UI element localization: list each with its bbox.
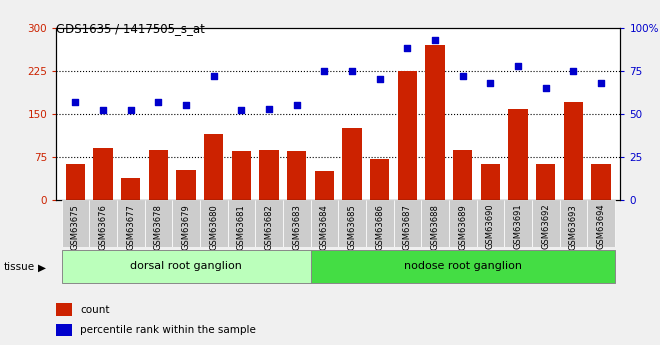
Bar <box>117 200 145 247</box>
Bar <box>56 324 72 336</box>
Text: GSM63676: GSM63676 <box>98 204 108 250</box>
Text: GSM63685: GSM63685 <box>348 204 356 249</box>
Text: GDS1635 / 1417505_s_at: GDS1635 / 1417505_s_at <box>56 22 205 36</box>
Bar <box>426 45 445 200</box>
Bar <box>398 71 417 200</box>
Point <box>541 85 551 91</box>
Point <box>181 102 191 108</box>
Bar <box>255 200 283 247</box>
Bar <box>587 200 615 247</box>
Point <box>292 102 302 108</box>
Bar <box>283 200 311 247</box>
Point <box>596 80 607 86</box>
Text: GSM63690: GSM63690 <box>486 204 495 249</box>
Bar <box>311 250 615 283</box>
Text: nodose root ganglion: nodose root ganglion <box>404 261 521 271</box>
Bar <box>311 200 339 247</box>
Bar <box>200 200 228 247</box>
Text: GSM63679: GSM63679 <box>182 204 191 249</box>
Text: tissue: tissue <box>3 263 34 272</box>
Text: GSM63677: GSM63677 <box>126 204 135 250</box>
Text: dorsal root ganglion: dorsal root ganglion <box>130 261 242 271</box>
Point <box>236 108 247 113</box>
Bar <box>343 128 362 200</box>
Bar <box>61 250 311 283</box>
Bar <box>145 200 172 247</box>
Text: GSM63675: GSM63675 <box>71 204 80 249</box>
Text: ▶: ▶ <box>38 263 46 272</box>
Bar <box>508 109 528 200</box>
Point <box>513 63 523 68</box>
Point <box>374 77 385 82</box>
Bar <box>477 200 504 247</box>
Bar <box>228 200 255 247</box>
Bar <box>338 200 366 247</box>
Point <box>209 73 219 79</box>
Bar <box>287 151 306 200</box>
Bar <box>536 165 556 200</box>
Text: GSM63691: GSM63691 <box>513 204 523 249</box>
Text: GSM63680: GSM63680 <box>209 204 218 249</box>
Point <box>98 108 108 113</box>
Bar <box>315 171 334 200</box>
Text: GSM63682: GSM63682 <box>265 204 274 249</box>
Bar <box>66 165 85 200</box>
Text: GSM63683: GSM63683 <box>292 204 301 250</box>
Text: GSM63678: GSM63678 <box>154 204 163 250</box>
Point <box>485 80 496 86</box>
Text: GSM63687: GSM63687 <box>403 204 412 250</box>
Point <box>430 37 440 42</box>
Point <box>568 68 579 73</box>
Bar <box>421 200 449 247</box>
Point <box>125 108 136 113</box>
Bar <box>564 102 583 200</box>
Bar <box>148 149 168 200</box>
Text: count: count <box>80 305 110 315</box>
Point <box>319 68 330 73</box>
Point <box>70 99 81 105</box>
Point <box>153 99 164 105</box>
Point <box>402 46 412 51</box>
Bar <box>259 149 279 200</box>
Bar <box>176 170 196 200</box>
Text: GSM63693: GSM63693 <box>569 204 578 249</box>
Text: GSM63694: GSM63694 <box>597 204 605 249</box>
Text: GSM63692: GSM63692 <box>541 204 550 249</box>
Bar <box>449 200 477 247</box>
Bar <box>172 200 200 247</box>
Bar <box>204 134 224 200</box>
Point <box>264 106 275 111</box>
Text: GSM63689: GSM63689 <box>458 204 467 249</box>
Bar <box>232 151 251 200</box>
Bar <box>453 149 473 200</box>
Point <box>457 73 468 79</box>
Text: percentile rank within the sample: percentile rank within the sample <box>80 325 256 335</box>
Bar <box>370 159 389 200</box>
Point <box>346 68 357 73</box>
Bar <box>94 148 113 200</box>
Bar <box>56 304 72 316</box>
Text: GSM63686: GSM63686 <box>376 204 384 250</box>
Bar <box>560 200 587 247</box>
Bar <box>121 178 141 200</box>
Bar <box>61 200 89 247</box>
Bar <box>504 200 532 247</box>
Bar <box>591 165 610 200</box>
Bar <box>89 200 117 247</box>
Bar <box>480 165 500 200</box>
Bar <box>532 200 560 247</box>
Text: GSM63684: GSM63684 <box>320 204 329 249</box>
Bar <box>366 200 393 247</box>
Text: GSM63688: GSM63688 <box>430 204 440 250</box>
Bar <box>393 200 421 247</box>
Text: GSM63681: GSM63681 <box>237 204 246 249</box>
